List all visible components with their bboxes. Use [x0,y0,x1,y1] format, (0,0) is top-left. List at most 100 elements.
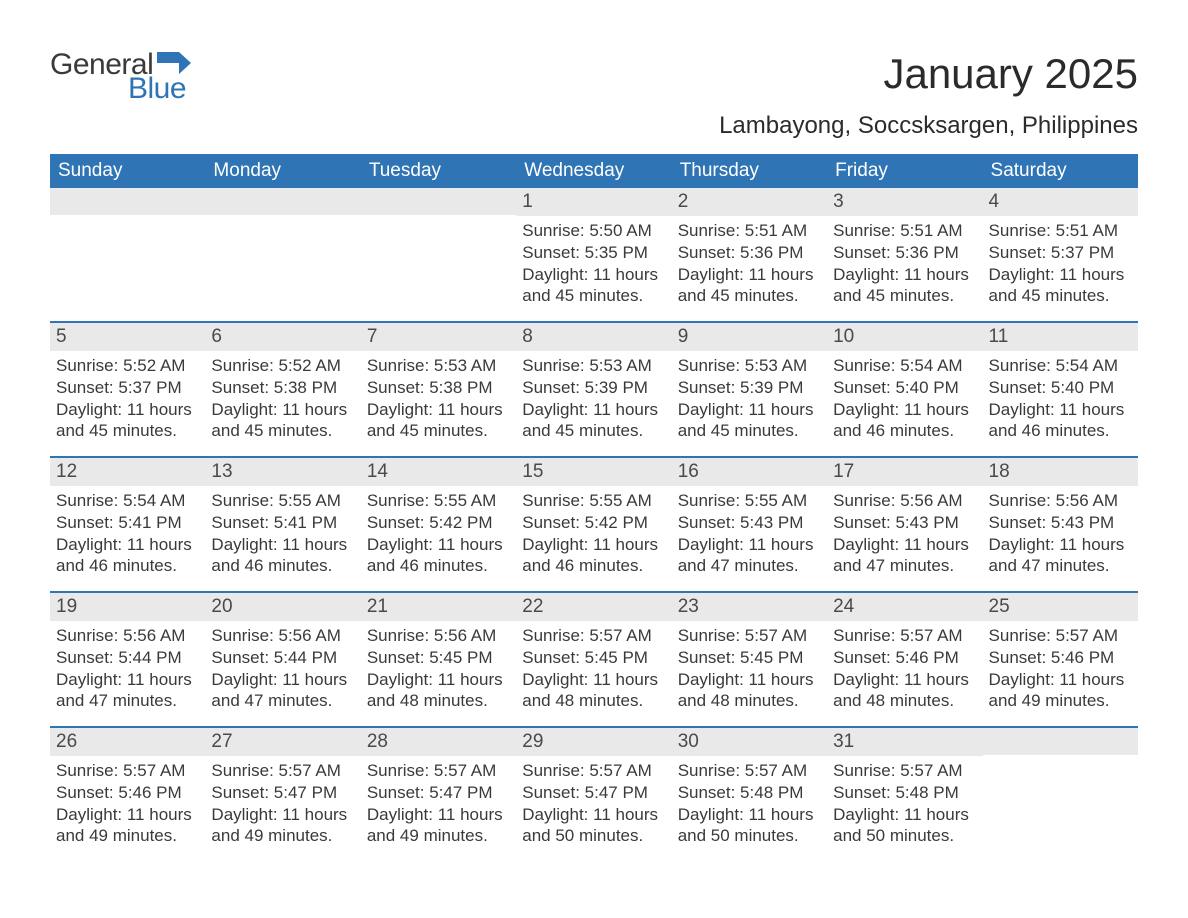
daylight-text: Daylight: 11 hours and 50 minutes. [522,804,665,848]
sunrise-text: Sunrise: 5:55 AM [522,490,665,512]
logo-word2: Blue [128,74,191,104]
day-number: 9 [672,323,827,351]
day-number [205,188,360,215]
day-number: 25 [983,593,1138,621]
day-body: Sunrise: 5:50 AMSunset: 5:35 PMDaylight:… [522,220,665,307]
daylight-text: Daylight: 11 hours and 48 minutes. [678,669,821,713]
day-body: Sunrise: 5:57 AMSunset: 5:45 PMDaylight:… [678,625,821,712]
day-body: Sunrise: 5:57 AMSunset: 5:47 PMDaylight:… [522,760,665,847]
day-body: Sunrise: 5:54 AMSunset: 5:41 PMDaylight:… [56,490,199,577]
calendar-day: 16Sunrise: 5:55 AMSunset: 5:43 PMDayligh… [672,458,827,591]
daylight-text: Daylight: 11 hours and 45 minutes. [678,264,821,308]
sunrise-text: Sunrise: 5:57 AM [989,625,1132,647]
day-body: Sunrise: 5:56 AMSunset: 5:44 PMDaylight:… [211,625,354,712]
daylight-text: Daylight: 11 hours and 45 minutes. [367,399,510,443]
sunrise-text: Sunrise: 5:52 AM [211,355,354,377]
sunset-text: Sunset: 5:47 PM [211,782,354,804]
sunset-text: Sunset: 5:42 PM [367,512,510,534]
sunset-text: Sunset: 5:44 PM [56,647,199,669]
day-number: 17 [827,458,982,486]
sunrise-text: Sunrise: 5:54 AM [833,355,976,377]
weekday-sunday: Sunday [50,154,205,188]
sunrise-text: Sunrise: 5:50 AM [522,220,665,242]
daylight-text: Daylight: 11 hours and 47 minutes. [833,534,976,578]
daylight-text: Daylight: 11 hours and 47 minutes. [211,669,354,713]
day-body: Sunrise: 5:57 AMSunset: 5:46 PMDaylight:… [56,760,199,847]
calendar-day: 20 Sunrise: 5:56 AMSunset: 5:44 PMDayligh… [205,593,360,726]
weekday-monday: Monday [205,154,360,188]
calendar-day: 5Sunrise: 5:52 AMSunset: 5:37 PMDaylight… [50,323,205,456]
day-number: 14 [361,458,516,486]
sunset-text: Sunset: 5:38 PM [211,377,354,399]
sunrise-text: Sunrise: 5:57 AM [56,760,199,782]
calendar-day: 23Sunrise: 5:57 AMSunset: 5:45 PMDayligh… [672,593,827,726]
weekday-header-row: Sunday Monday Tuesday Wednesday Thursday… [50,154,1138,188]
daylight-text: Daylight: 11 hours and 48 minutes. [833,669,976,713]
title-block: January 2025 Lambayong, Soccsksargen, Ph… [719,50,1138,140]
day-body: Sunrise: 5:57 AMSunset: 5:47 PMDaylight:… [367,760,510,847]
sunrise-text: Sunrise: 5:56 AM [211,625,354,647]
day-number: 28 [361,728,516,756]
sunrise-text: Sunrise: 5:51 AM [833,220,976,242]
sunrise-text: Sunrise: 5:55 AM [367,490,510,512]
day-body: Sunrise: 5:55 AMSunset: 5:42 PMDaylight:… [522,490,665,577]
day-body: Sunrise: 5:51 AMSunset: 5:37 PMDaylight:… [989,220,1132,307]
day-number: 24 [827,593,982,621]
sunrise-text: Sunrise: 5:56 AM [833,490,976,512]
calendar-day [361,188,516,321]
calendar-day: 28 Sunrise: 5:57 AMSunset: 5:47 PMDayligh… [361,728,516,861]
calendar-day: 31Sunrise: 5:57 AMSunset: 5:48 PMDayligh… [827,728,982,861]
day-number [361,188,516,215]
day-number: 22 [516,593,671,621]
day-number: 11 [983,323,1138,351]
sunset-text: Sunset: 5:45 PM [522,647,665,669]
daylight-text: Daylight: 11 hours and 47 minutes. [56,669,199,713]
daylight-text: Daylight: 11 hours and 50 minutes. [833,804,976,848]
sunset-text: Sunset: 5:45 PM [678,647,821,669]
sunrise-text: Sunrise: 5:57 AM [833,625,976,647]
daylight-text: Daylight: 11 hours and 49 minutes. [56,804,199,848]
daylight-text: Daylight: 11 hours and 45 minutes. [56,399,199,443]
daylight-text: Daylight: 11 hours and 46 minutes. [522,534,665,578]
day-body: Sunrise: 5:56 AMSunset: 5:43 PMDaylight:… [989,490,1132,577]
day-body: Sunrise: 5:57 AMSunset: 5:48 PMDaylight:… [678,760,821,847]
daylight-text: Daylight: 11 hours and 49 minutes. [989,669,1132,713]
sunset-text: Sunset: 5:43 PM [678,512,821,534]
sunset-text: Sunset: 5:46 PM [56,782,199,804]
day-body: Sunrise: 5:55 AMSunset: 5:42 PMDaylight:… [367,490,510,577]
daylight-text: Daylight: 11 hours and 45 minutes. [678,399,821,443]
day-number: 21 [361,593,516,621]
calendar-day: 1Sunrise: 5:50 AMSunset: 5:35 PMDaylight… [516,188,671,321]
sunrise-text: Sunrise: 5:53 AM [678,355,821,377]
weekday-wednesday: Wednesday [516,154,671,188]
day-body: Sunrise: 5:53 AMSunset: 5:39 PMDaylight:… [678,355,821,442]
calendar-day: 7Sunrise: 5:53 AMSunset: 5:38 PMDaylight… [361,323,516,456]
month-title: January 2025 [719,50,1138,98]
daylight-text: Daylight: 11 hours and 48 minutes. [367,669,510,713]
sunrise-text: Sunrise: 5:54 AM [56,490,199,512]
calendar-week: 12Sunrise: 5:54 AMSunset: 5:41 PMDayligh… [50,456,1138,591]
day-body: Sunrise: 5:57 AMSunset: 5:46 PMDaylight:… [989,625,1132,712]
calendar-day: 25 Sunrise: 5:57 AMSunset: 5:46 PMDayligh… [983,593,1138,726]
day-number: 13 [205,458,360,486]
day-body: Sunrise: 5:56 AMSunset: 5:44 PMDaylight:… [56,625,199,712]
sunset-text: Sunset: 5:48 PM [833,782,976,804]
daylight-text: Daylight: 11 hours and 46 minutes. [367,534,510,578]
calendar-day: 15Sunrise: 5:55 AMSunset: 5:42 PMDayligh… [516,458,671,591]
sunset-text: Sunset: 5:44 PM [211,647,354,669]
sunset-text: Sunset: 5:37 PM [56,377,199,399]
day-number: 20 [205,593,360,621]
weekday-saturday: Saturday [983,154,1138,188]
sunset-text: Sunset: 5:48 PM [678,782,821,804]
calendar-day: 8Sunrise: 5:53 AMSunset: 5:39 PMDaylight… [516,323,671,456]
day-body: Sunrise: 5:51 AMSunset: 5:36 PMDaylight:… [833,220,976,307]
weekday-friday: Friday [827,154,982,188]
logo: General Blue [50,50,191,104]
calendar-week: 5Sunrise: 5:52 AMSunset: 5:37 PMDaylight… [50,321,1138,456]
weekday-tuesday: Tuesday [361,154,516,188]
sunrise-text: Sunrise: 5:54 AM [989,355,1132,377]
day-number: 26 [50,728,205,756]
calendar-week: 26Sunrise: 5:57 AMSunset: 5:46 PMDayligh… [50,726,1138,861]
sunrise-text: Sunrise: 5:51 AM [678,220,821,242]
calendar-day [205,188,360,321]
